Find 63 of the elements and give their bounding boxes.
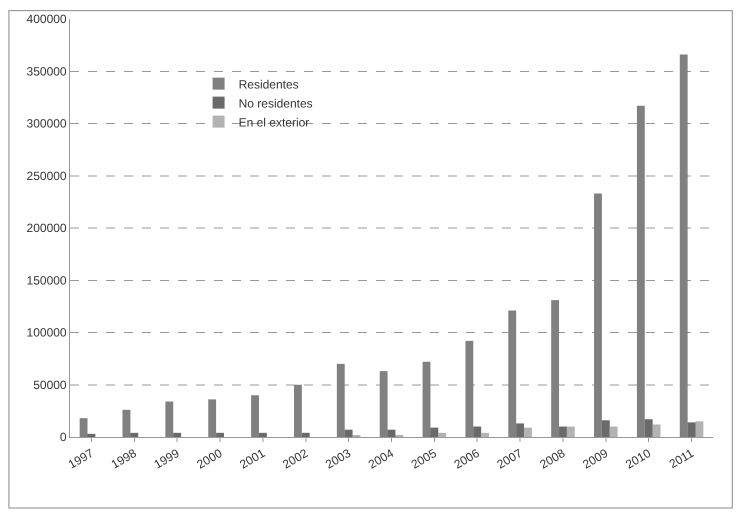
y-tick-label: 0 (60, 430, 67, 444)
y-tick-label: 350000 (26, 64, 67, 78)
legend-label: No residentes (238, 96, 313, 110)
bar (438, 432, 446, 437)
bar (602, 420, 610, 437)
bar (594, 194, 602, 437)
y-tick-label: 400000 (26, 12, 67, 26)
bar (130, 432, 138, 437)
x-tick-label: 2006 (452, 446, 482, 472)
bar (465, 340, 474, 437)
x-tick-label: 1998 (108, 446, 140, 472)
x-tick-label: 2002 (280, 446, 311, 472)
bar (422, 362, 430, 437)
bar (688, 422, 696, 437)
bar (258, 432, 267, 437)
bar (524, 428, 532, 437)
bar (88, 434, 96, 437)
x-tick-label: 1999 (152, 446, 182, 472)
bar (473, 426, 482, 437)
x-tick-label: 1997 (66, 446, 96, 472)
bar (636, 106, 645, 437)
bar (380, 371, 388, 437)
bar (208, 399, 216, 437)
y-tick-label: 300000 (26, 116, 67, 131)
bar (344, 430, 353, 437)
bar (80, 418, 88, 437)
x-tick-label: 2003 (323, 446, 354, 472)
x-tick-label: 2010 (623, 446, 654, 472)
bar (644, 419, 653, 437)
bar (251, 395, 259, 437)
bar (652, 424, 660, 437)
x-tick-label: 2005 (408, 446, 440, 472)
bar (559, 426, 567, 437)
bar (430, 428, 438, 437)
bar (302, 432, 310, 437)
y-tick-label: 50000 (33, 378, 67, 392)
bar (336, 364, 345, 437)
bar (294, 384, 302, 437)
bar (551, 300, 560, 437)
legend-label: Residentes (238, 77, 299, 92)
bar (216, 432, 224, 437)
x-tick-label: 2008 (537, 446, 568, 472)
bar (508, 310, 516, 437)
bar (680, 54, 688, 437)
x-tick-label: 2009 (580, 446, 611, 472)
y-tick-label: 100000 (26, 326, 67, 340)
bar (610, 426, 618, 437)
x-tick-label: 2000 (194, 446, 225, 472)
y-tick-label: 150000 (26, 273, 67, 288)
bar (122, 410, 130, 437)
bar (388, 430, 396, 437)
x-tick-label: 2004 (366, 446, 396, 472)
bar (516, 423, 524, 437)
bar (173, 432, 182, 437)
bar (566, 426, 575, 437)
x-tick-label: 2011 (666, 446, 696, 472)
bar (481, 432, 490, 437)
y-tick-label: 250000 (26, 168, 67, 183)
bar (165, 401, 174, 437)
x-tick-label: 2001 (237, 446, 268, 472)
bar (696, 421, 704, 437)
y-tick-label: 200000 (26, 221, 67, 236)
legend-label: En el exterior (238, 115, 310, 130)
